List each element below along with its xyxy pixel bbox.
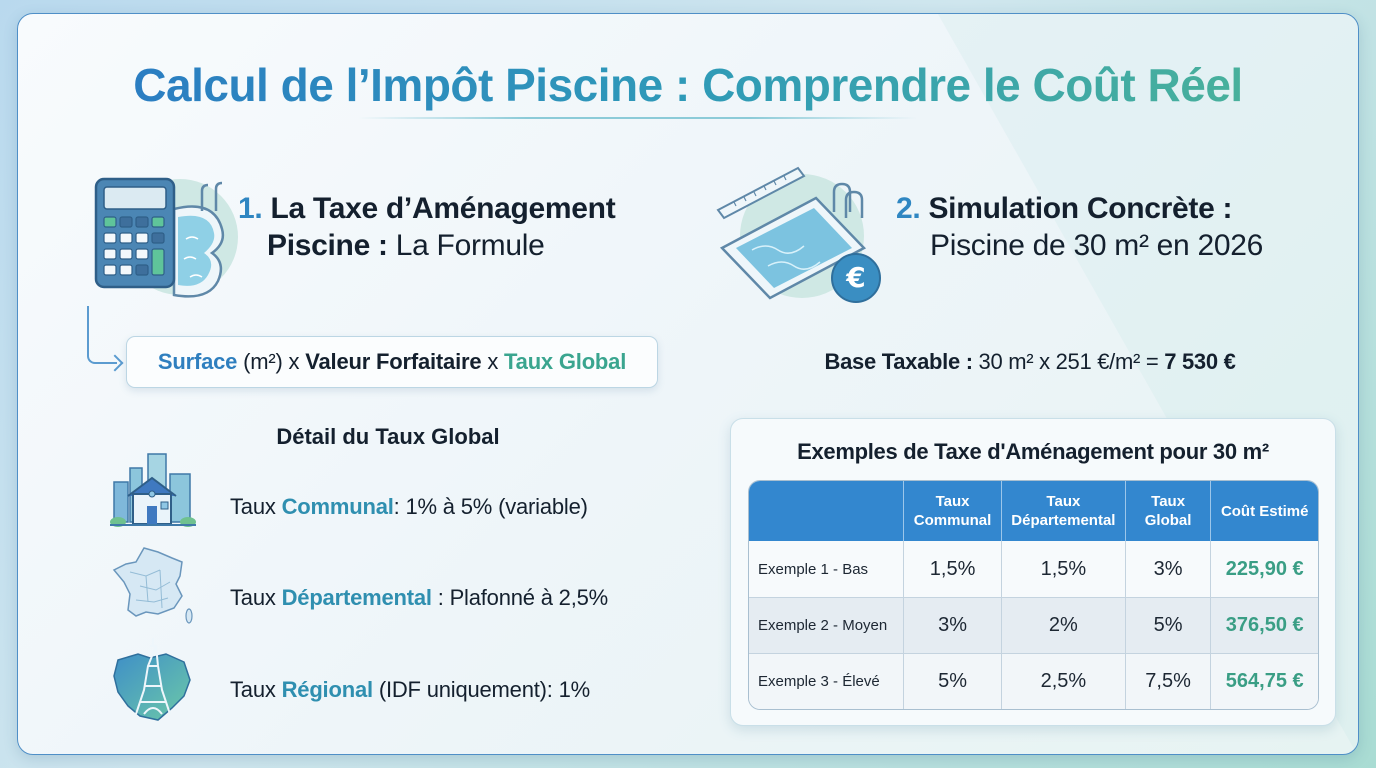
rate-row-communal: Taux Communal: 1% à 5% (variable) bbox=[230, 494, 588, 520]
cell-communal: 5% bbox=[903, 653, 1001, 709]
svg-text:€: € bbox=[845, 261, 865, 294]
rate-prefix: Taux bbox=[230, 677, 276, 702]
section2-heading-line2: Piscine de 30 m² en 2026 bbox=[930, 229, 1264, 262]
table-title: Exemples de Taxe d'Aménagement pour 30 m… bbox=[797, 439, 1269, 464]
header-cout-estime: Coût Estimé bbox=[1210, 481, 1318, 541]
rate-prefix: Taux bbox=[230, 494, 276, 519]
base-label: Base Taxable : bbox=[824, 349, 973, 374]
header-taux-communal: Taux Communal bbox=[903, 481, 1001, 541]
table-row: Exemple 2 - Moyen 3% 2% 5% 376,50 € bbox=[749, 597, 1318, 653]
section1-heading-line1: La Taxe d’Aménagement bbox=[270, 192, 616, 225]
formula-box: Surface (m²) x Valeur Forfaitaire x Taux… bbox=[126, 336, 658, 388]
section1-heading: 1. La Taxe d’Aménagement Piscine : La Fo… bbox=[238, 190, 616, 264]
table-row: Exemple 3 - Élevé 5% 2,5% 7,5% 564,75 € bbox=[749, 653, 1318, 709]
arrow-connector-icon bbox=[87, 306, 117, 364]
cell-cost: 564,75 € bbox=[1210, 653, 1318, 709]
table-row: Exemple 1 - Bas 1,5% 1,5% 3% 225,90 € bbox=[749, 541, 1318, 597]
rate-prefix: Taux bbox=[230, 585, 276, 610]
cell-departemental: 2% bbox=[1000, 597, 1125, 653]
base-result: 7 530 € bbox=[1164, 349, 1236, 374]
formula-surface: Surface bbox=[157, 349, 238, 374]
section2-number: 2. bbox=[896, 192, 921, 225]
rate-value-communal: : 1% à 5% (variable) bbox=[393, 494, 588, 519]
rate-name-communal: Communal bbox=[281, 494, 394, 519]
examples-table: Taux Communal Taux Départemental Taux Gl… bbox=[748, 480, 1319, 710]
title-underline bbox=[358, 117, 918, 119]
rate-value-regional: (IDF uniquement): 1% bbox=[372, 677, 591, 702]
section2-heading-line1: Simulation Concrète : bbox=[928, 192, 1233, 225]
cell-global: 3% bbox=[1124, 541, 1211, 597]
header-taux-departemental: Taux Départemental bbox=[1000, 481, 1125, 541]
rate-row-regional: Taux Régional (IDF uniquement): 1% bbox=[230, 677, 590, 703]
cell-departemental: 1,5% bbox=[1000, 541, 1125, 597]
formula-times: x bbox=[487, 349, 499, 374]
table-header-row: Taux Communal Taux Départemental Taux Gl… bbox=[749, 481, 1318, 541]
detail-title: Détail du Taux Global bbox=[276, 424, 500, 449]
rate-value-departemental: : Plafonné à 2,5% bbox=[431, 585, 609, 610]
calculator-pool-icon bbox=[78, 159, 238, 309]
section1-heading-line2-rest: La Formule bbox=[395, 229, 545, 262]
cell-global: 5% bbox=[1124, 597, 1211, 653]
header-taux-global: Taux Global bbox=[1124, 481, 1211, 541]
cell-communal: 3% bbox=[903, 597, 1001, 653]
row-label: Exemple 1 - Bas bbox=[749, 541, 904, 597]
section1-number: 1. bbox=[238, 192, 263, 225]
formula-unit: (m²) x bbox=[243, 349, 300, 374]
cell-cost: 225,90 € bbox=[1210, 541, 1318, 597]
section1-heading-line2-bold: Piscine : bbox=[267, 229, 388, 262]
pool-euro-icon: € bbox=[712, 154, 892, 314]
idf-eiffel-icon bbox=[110, 636, 196, 726]
cell-departemental: 2,5% bbox=[1000, 653, 1125, 709]
infographic-card: Calcul de l’Impôt Piscine : Comprendre l… bbox=[17, 13, 1359, 755]
row-label: Exemple 2 - Moyen bbox=[749, 597, 904, 653]
city-house-icon bbox=[110, 446, 196, 530]
rate-name-regional: Régional bbox=[281, 677, 374, 702]
cell-communal: 1,5% bbox=[903, 541, 1001, 597]
base-calc: 30 m² x 251 €/m² = bbox=[972, 349, 1165, 374]
header-empty bbox=[749, 481, 904, 541]
section2-heading: 2. Simulation Concrète : Piscine de 30 m… bbox=[896, 190, 1263, 264]
formula-valeur-forfaitaire: Valeur Forfaitaire bbox=[305, 349, 482, 374]
rate-name-departemental: Départemental bbox=[281, 585, 432, 610]
rate-row-departemental: Taux Départemental : Plafonné à 2,5% bbox=[230, 585, 608, 611]
cell-cost: 376,50 € bbox=[1210, 597, 1318, 653]
examples-table-card: Exemples de Taxe d'Aménagement pour 30 m… bbox=[730, 418, 1336, 726]
row-label: Exemple 3 - Élevé bbox=[749, 653, 904, 709]
cell-global: 7,5% bbox=[1124, 653, 1211, 709]
france-map-icon bbox=[110, 542, 196, 626]
base-taxable-line: Base Taxable : 30 m² x 251 €/m² = 7 530 … bbox=[730, 349, 1330, 375]
page-title: Calcul de l’Impôt Piscine : Comprendre l… bbox=[18, 58, 1358, 112]
formula-taux-global: Taux Global bbox=[504, 349, 627, 374]
